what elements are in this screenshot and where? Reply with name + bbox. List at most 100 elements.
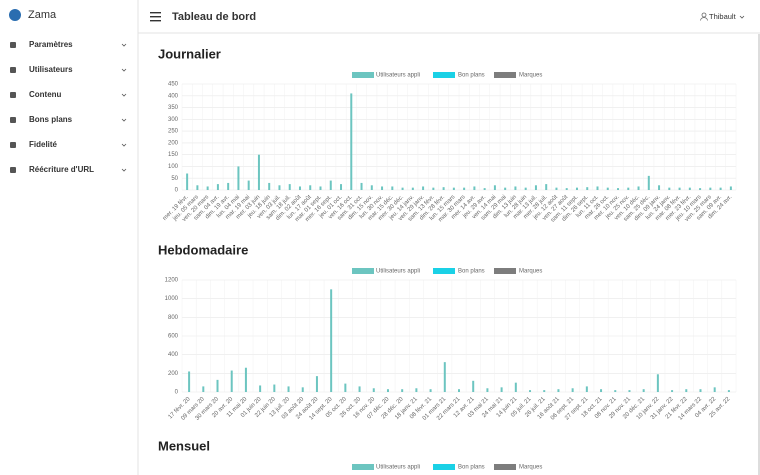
y-tick-label: 200 xyxy=(168,371,179,377)
bar xyxy=(329,180,332,190)
bar xyxy=(415,388,418,392)
bar xyxy=(543,390,546,392)
bar xyxy=(372,388,375,392)
chart-title: Journalier xyxy=(158,46,221,61)
hamburger-line xyxy=(150,16,161,18)
bar xyxy=(486,388,489,392)
bar xyxy=(227,182,230,190)
menu-label: Bons plans xyxy=(29,115,73,124)
bar xyxy=(565,188,568,190)
legend-label: Marques xyxy=(519,269,542,275)
bar xyxy=(350,93,353,190)
menu-item[interactable]: Fidelité xyxy=(10,140,127,149)
bar xyxy=(443,362,446,392)
bar xyxy=(315,376,318,392)
y-tick-label: 250 xyxy=(168,129,179,135)
bar xyxy=(257,154,260,190)
y-tick-label: 350 xyxy=(168,105,179,111)
menu-item[interactable]: Contenu xyxy=(10,90,127,99)
legend-label: Marques xyxy=(519,465,542,471)
bar xyxy=(458,389,460,392)
chevron xyxy=(121,93,127,97)
bar xyxy=(575,187,578,190)
bar xyxy=(186,173,189,190)
bar xyxy=(709,187,712,190)
menu-item[interactable]: Bons plans xyxy=(10,115,127,124)
legend-label: Utilisateurs appli xyxy=(376,269,420,275)
bar xyxy=(463,187,466,190)
user-icon xyxy=(700,17,708,21)
bar xyxy=(401,187,404,190)
legend-swatch xyxy=(433,464,455,470)
menu-icon xyxy=(10,167,16,173)
bar xyxy=(642,389,645,392)
bar xyxy=(273,384,276,392)
bar xyxy=(545,184,548,190)
y-tick-label: 200 xyxy=(168,140,179,146)
y-tick-label: 450 xyxy=(168,82,179,88)
bar xyxy=(586,187,589,190)
bar xyxy=(500,387,503,392)
bar xyxy=(422,186,425,190)
bar xyxy=(370,185,373,190)
legend-label: Bon plans xyxy=(458,73,485,79)
menu-item[interactable]: Utilisateurs xyxy=(10,65,127,74)
chart-title: Mensuel xyxy=(158,438,210,453)
bar xyxy=(206,186,209,190)
bar xyxy=(699,188,702,190)
bar xyxy=(247,180,250,190)
bar xyxy=(287,386,290,392)
legend-swatch xyxy=(352,268,374,274)
menu-label: Réécriture d'URL xyxy=(29,165,94,174)
menu-label: Contenu xyxy=(29,90,62,99)
bar xyxy=(344,383,347,392)
legend-swatch xyxy=(494,72,516,78)
bar xyxy=(360,182,363,190)
bar xyxy=(288,184,291,190)
menu-icon xyxy=(10,92,16,98)
legend-label: Marques xyxy=(519,73,542,79)
menu-toggle[interactable] xyxy=(150,12,161,22)
bar xyxy=(585,386,588,392)
bar xyxy=(658,185,661,190)
bar xyxy=(358,386,361,392)
bar xyxy=(432,187,435,190)
bar xyxy=(699,389,702,392)
menu-item[interactable]: Réécriture d'URL xyxy=(10,165,127,174)
chevron xyxy=(121,118,127,122)
y-tick-label: 400 xyxy=(168,93,179,99)
bar xyxy=(637,186,640,190)
bar xyxy=(391,186,394,190)
legend-label: Utilisateurs appli xyxy=(376,73,420,79)
menu-label: Paramètres xyxy=(29,40,73,49)
bar xyxy=(386,389,389,392)
menu-icon xyxy=(10,67,16,73)
menu-item[interactable]: Paramètres xyxy=(10,40,127,49)
bar xyxy=(555,187,558,190)
bar xyxy=(688,187,691,190)
y-tick-label: 150 xyxy=(168,152,179,158)
bar xyxy=(472,380,475,392)
bar xyxy=(330,289,333,392)
menu-icon xyxy=(10,117,16,123)
bar xyxy=(678,187,681,190)
bar xyxy=(301,387,304,392)
bar xyxy=(244,367,247,392)
menu-icon xyxy=(10,142,16,148)
user-menu[interactable]: Thibault xyxy=(700,12,745,21)
chevron xyxy=(121,43,127,47)
bar xyxy=(727,390,730,392)
y-tick-label: 1000 xyxy=(165,296,179,302)
bar xyxy=(268,182,271,190)
page-title: Tableau de bord xyxy=(172,11,256,23)
bar xyxy=(514,186,517,190)
y-tick-label: 0 xyxy=(175,390,179,396)
legend-label: Utilisateurs appli xyxy=(376,465,420,471)
legend-label: Bon plans xyxy=(458,465,485,471)
chevron xyxy=(121,143,127,147)
bar xyxy=(504,187,507,190)
user-name: Thibault xyxy=(709,12,737,21)
chevron xyxy=(739,15,745,19)
bar xyxy=(617,188,620,190)
